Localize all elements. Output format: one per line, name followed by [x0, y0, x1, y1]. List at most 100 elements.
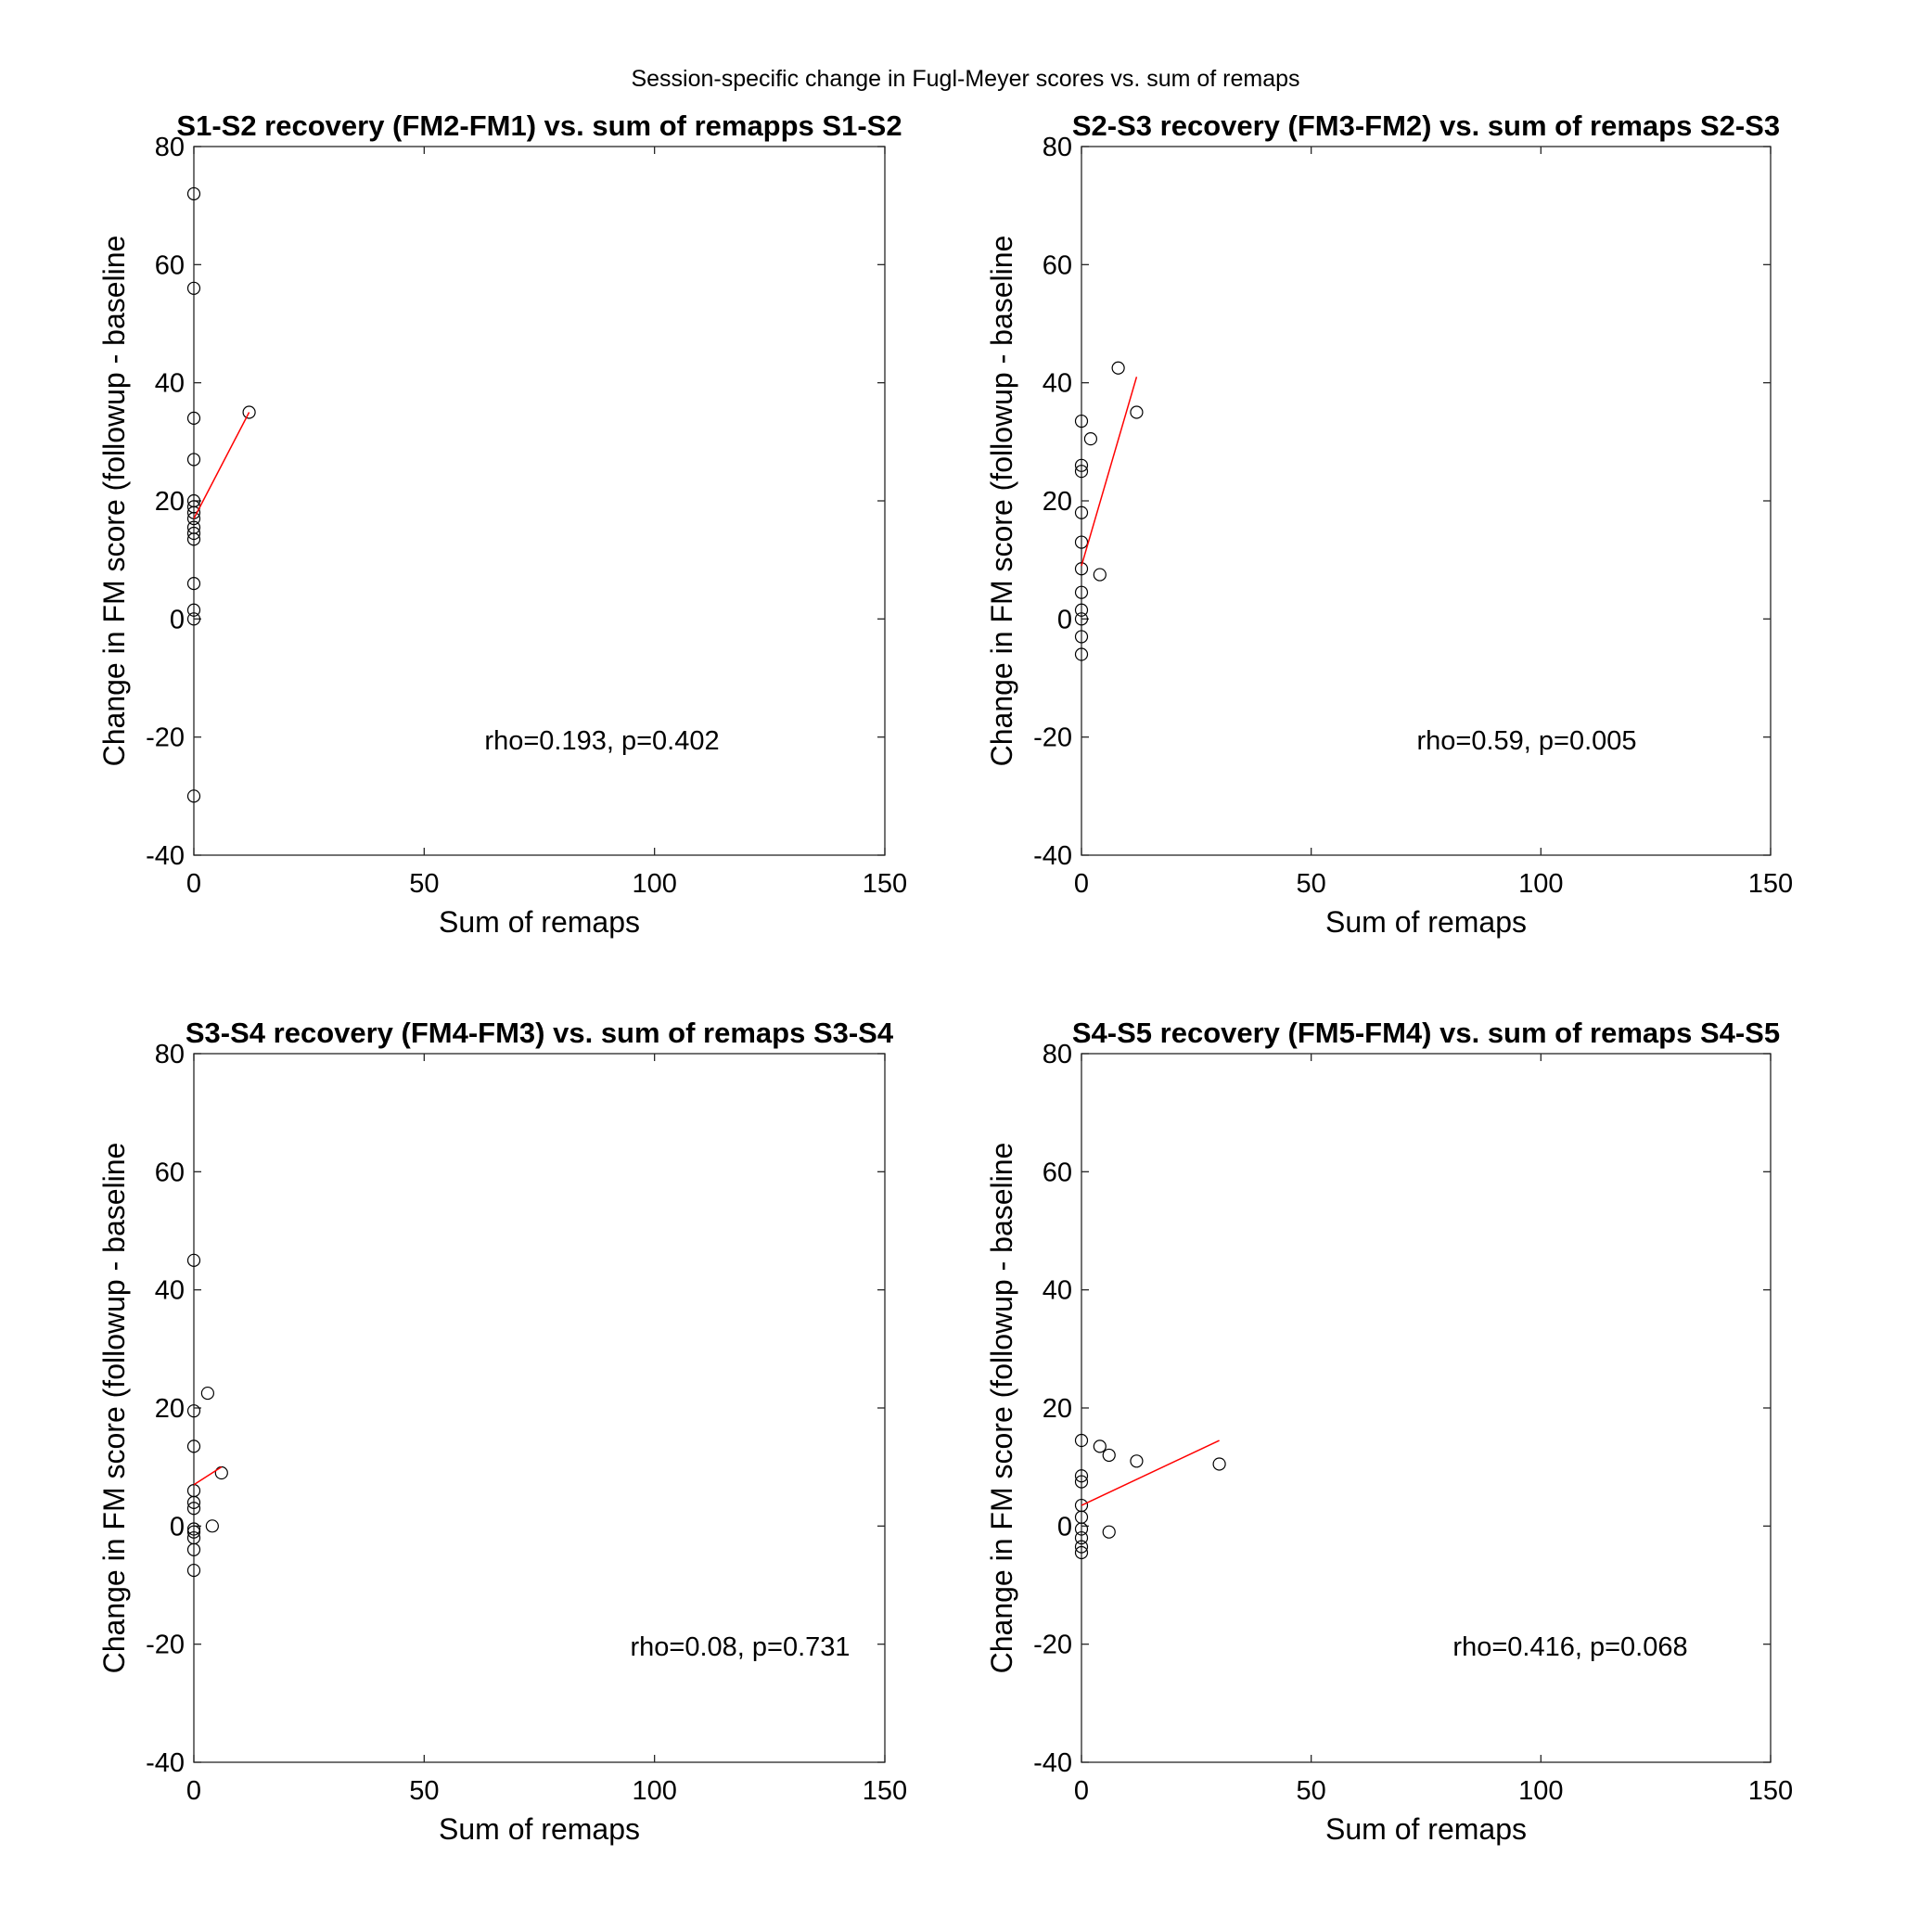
- panel-title: S3-S4 recovery (FM4-FM3) vs. sum of rema…: [186, 1017, 894, 1049]
- y-tick-label: -40: [1033, 841, 1072, 871]
- data-point: [186, 532, 201, 546]
- x-tick-label: 150: [1748, 1776, 1793, 1806]
- x-axis-label: Sum of remaps: [439, 1812, 640, 1846]
- panel-title: S1-S2 recovery (FM2-FM1) vs. sum of rema…: [176, 109, 902, 142]
- panel-3: S3-S4 recovery (FM4-FM3) vs. sum of rema…: [97, 1017, 907, 1846]
- x-tick-label: 0: [186, 1776, 201, 1806]
- y-tick-label: -20: [146, 723, 185, 753]
- data-point: [186, 1253, 201, 1267]
- panel-title: S2-S3 recovery (FM3-FM2) vs. sum of rema…: [1072, 109, 1780, 142]
- data-point: [1074, 612, 1089, 626]
- data-point: [1074, 414, 1089, 429]
- y-tick-label: 80: [1043, 1040, 1072, 1069]
- y-tick-label: 20: [155, 1394, 185, 1424]
- y-tick-label: 20: [1043, 1394, 1072, 1424]
- data-point: [1074, 647, 1089, 661]
- data-point: [186, 577, 201, 591]
- x-tick-label: 0: [186, 869, 201, 899]
- y-tick-label: 0: [1057, 1512, 1072, 1542]
- y-tick-label: 40: [155, 369, 185, 399]
- x-tick-label: 100: [1518, 1776, 1563, 1806]
- y-axis-label: Change in FM score (followup - baseline: [985, 1143, 1018, 1674]
- data-point: [186, 1522, 201, 1536]
- y-tick-label: 0: [170, 1512, 185, 1542]
- data-point: [1093, 568, 1107, 582]
- y-tick-label: 40: [1043, 1276, 1072, 1306]
- data-point: [186, 789, 201, 803]
- y-tick-label: -40: [1033, 1748, 1072, 1778]
- correlation-annotation: rho=0.59, p=0.005: [1416, 726, 1636, 756]
- data-point: [205, 1519, 219, 1533]
- fit-line: [1081, 1439, 1220, 1506]
- y-axis-label: Change in FM score (followup - baseline: [97, 236, 131, 767]
- data-point: [1074, 603, 1089, 617]
- data-point: [1074, 465, 1089, 479]
- data-point: [200, 1386, 214, 1401]
- x-tick-label: 150: [1748, 869, 1793, 899]
- data-point: [186, 1563, 201, 1578]
- x-axis-label: Sum of remaps: [439, 905, 640, 939]
- fit-line: [1081, 377, 1138, 567]
- data-point: [1102, 1448, 1116, 1463]
- data-point: [1074, 1522, 1089, 1536]
- fit-line: [193, 412, 250, 519]
- y-tick-label: 80: [155, 1040, 185, 1069]
- y-tick-label: 0: [170, 605, 185, 634]
- panel-2: S2-S3 recovery (FM3-FM2) vs. sum of rema…: [985, 109, 1793, 939]
- y-tick-label: 80: [155, 133, 185, 162]
- data-point: [1111, 361, 1125, 375]
- data-point: [1074, 562, 1089, 576]
- x-tick-label: 100: [632, 1776, 676, 1806]
- data-point: [1074, 630, 1089, 644]
- data-point: [1130, 405, 1144, 419]
- data-point: [186, 505, 201, 519]
- data-point: [1074, 505, 1089, 519]
- y-tick-label: 40: [155, 1276, 185, 1306]
- data-point: [186, 1439, 201, 1453]
- data-point: [186, 1542, 201, 1556]
- y-tick-label: -20: [1033, 723, 1072, 753]
- x-tick-label: 0: [1074, 1776, 1089, 1806]
- y-tick-label: 60: [1043, 1158, 1072, 1187]
- x-tick-label: 100: [1518, 869, 1563, 899]
- y-tick-label: -40: [146, 841, 185, 871]
- data-point: [1212, 1457, 1226, 1471]
- data-point: [1074, 1469, 1089, 1483]
- y-tick-label: 40: [1043, 369, 1072, 399]
- data-point: [1093, 1439, 1107, 1453]
- x-tick-label: 50: [1297, 1776, 1326, 1806]
- y-tick-label: 60: [1043, 250, 1072, 280]
- x-tick-label: 100: [632, 869, 676, 899]
- panel-4: S4-S5 recovery (FM5-FM4) vs. sum of rema…: [985, 1017, 1793, 1846]
- y-tick-label: 60: [155, 250, 185, 280]
- data-point: [186, 526, 201, 541]
- x-tick-label: 50: [409, 1776, 439, 1806]
- x-axis-label: Sum of remaps: [1325, 1812, 1527, 1846]
- y-tick-label: -20: [1033, 1631, 1072, 1660]
- y-tick-label: -40: [146, 1748, 185, 1778]
- data-point: [186, 1495, 201, 1509]
- data-point: [186, 186, 201, 201]
- data-point: [242, 405, 256, 419]
- data-point: [186, 1404, 201, 1418]
- data-point: [1074, 585, 1089, 599]
- data-point: [1074, 1545, 1089, 1560]
- data-point: [1074, 1540, 1089, 1554]
- data-point: [1074, 1475, 1089, 1489]
- correlation-annotation: rho=0.193, p=0.402: [484, 726, 719, 756]
- x-tick-label: 50: [1297, 869, 1326, 899]
- y-tick-label: -20: [146, 1631, 185, 1660]
- x-tick-label: 150: [863, 1776, 907, 1806]
- x-tick-label: 150: [863, 869, 907, 899]
- x-tick-label: 50: [409, 869, 439, 899]
- x-tick-label: 0: [1074, 869, 1089, 899]
- correlation-annotation: rho=0.08, p=0.731: [630, 1632, 850, 1662]
- correlation-annotation: rho=0.416, p=0.068: [1452, 1632, 1687, 1662]
- data-point: [186, 453, 201, 467]
- panels: S1-S2 recovery (FM2-FM1) vs. sum of rema…: [97, 109, 1793, 1846]
- data-point: [186, 612, 201, 626]
- data-point: [186, 281, 201, 295]
- panel-title: S4-S5 recovery (FM5-FM4) vs. sum of rema…: [1072, 1017, 1780, 1049]
- y-tick-label: 20: [1043, 487, 1072, 517]
